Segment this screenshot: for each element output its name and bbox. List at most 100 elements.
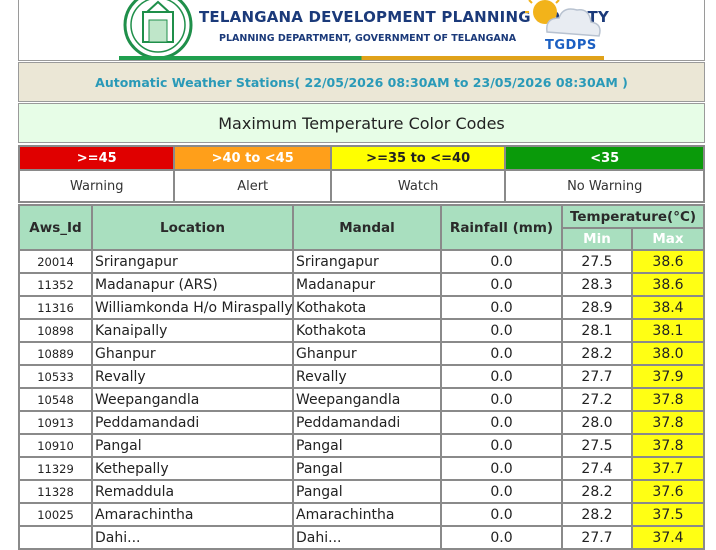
cell-min: 27.4 [561,456,633,481]
cell-min: 28.2 [561,341,633,366]
cell-mandal: Dahi... [292,525,442,550]
cell-max: 37.9 [630,364,706,389]
cell-location: Srirangapur [91,249,294,274]
cell-aws-id: 11316 [18,295,93,320]
legend-label-warning: Warning [17,169,176,203]
col-header-location: Location [91,204,294,251]
cell-aws-id: 10533 [18,364,93,389]
cell-rainfall: 0.0 [440,502,563,527]
cell-mandal: Pangal [292,479,442,504]
cell-location: Madanapur (ARS) [91,272,294,297]
table-row: 11352 Madanapur (ARS) Madanapur 0.0 28.3… [18,272,706,297]
cell-location: Williamkonda H/o Miraspally [91,295,294,320]
cell-mandal: Kothakota [292,318,442,343]
legend-range-no-warning: <35 [504,145,705,171]
cell-aws-id: 11352 [18,272,93,297]
col-header-min: Min [561,227,633,251]
table-row: 10910 Pangal Pangal 0.0 27.5 37.8 [18,433,706,458]
cell-mandal: Peddamandadi [292,410,442,435]
cell-max: 37.8 [630,387,706,412]
legend-range-alert: >40 to <45 [173,145,332,171]
cell-aws-id: 10898 [18,318,93,343]
cell-mandal: Pangal [292,433,442,458]
cell-location: Weepangandla [91,387,294,412]
cell-rainfall: 0.0 [440,272,563,297]
cell-location: Kethepally [91,456,294,481]
cell-max: 37.8 [630,410,706,435]
color-code-legend: >=45 >40 to <45 >=35 to <=40 <35 Warning… [17,145,705,203]
table-row: 11316 Williamkonda H/o Miraspally Kothak… [18,295,706,320]
cell-max: 37.5 [630,502,706,527]
legend-label-no-warning: No Warning [504,169,705,203]
cell-rainfall: 0.0 [440,318,563,343]
col-header-rainfall: Rainfall (mm) [440,204,563,251]
banner-underline [119,56,604,60]
cell-min: 28.2 [561,479,633,504]
cell-aws-id: 11329 [18,456,93,481]
table-row: 10913 Peddamandadi Peddamandadi 0.0 28.0… [18,410,706,435]
cell-location: Remaddula [91,479,294,504]
color-codes-title: Maximum Temperature Color Codes [18,103,705,143]
cell-mandal: Pangal [292,456,442,481]
cell-mandal: Amarachintha [292,502,442,527]
col-header-temperature: Temperature(°C) [560,204,706,229]
cell-max: 37.8 [630,433,706,458]
cell-aws-id: 10889 [18,341,93,366]
tgdps-logo-text: TGDPS [545,38,597,53]
cell-min: 28.0 [561,410,633,435]
col-header-max: Max [630,227,706,251]
table-row: 20014 Srirangapur Srirangapur 0.0 27.5 3… [18,249,706,274]
cell-max: 38.6 [630,272,706,297]
cell-max: 37.4 [630,525,706,550]
cell-rainfall: 0.0 [440,479,563,504]
cell-aws-id: 10025 [18,502,93,527]
cell-mandal: Kothakota [292,295,442,320]
cell-location: Peddamandadi [91,410,294,435]
cell-mandal: Revally [292,364,442,389]
cell-aws-id: 10548 [18,387,93,412]
cell-min: 28.1 [561,318,633,343]
cell-location: Revally [91,364,294,389]
cell-max: 37.6 [630,479,706,504]
table-row: 11329 Kethepally Pangal 0.0 27.4 37.7 [18,456,706,481]
cell-rainfall: 0.0 [440,249,563,274]
table-row: 10889 Ghanpur Ghanpur 0.0 28.2 38.0 [18,341,706,366]
legend-range-warning: >=45 [17,145,176,171]
header-banner: TELANGANA DEVELOPMENT PLANNING SOCIETY P… [18,0,705,61]
col-header-aws-id: Aws_Id [18,204,93,251]
cell-rainfall: 0.0 [440,456,563,481]
cell-rainfall: 0.0 [440,364,563,389]
cell-rainfall: 0.0 [440,410,563,435]
cell-min: 27.5 [561,249,633,274]
cell-mandal: Ghanpur [292,341,442,366]
cell-max: 37.7 [630,456,706,481]
table-row: Dahi... Dahi... 0.0 27.7 37.4 [18,525,706,550]
cell-min: 27.5 [561,433,633,458]
cell-max: 38.0 [630,341,706,366]
cell-min: 28.9 [561,295,633,320]
org-title: TELANGANA DEVELOPMENT PLANNING SOCIETY [199,8,610,26]
col-header-mandal: Mandal [292,204,442,251]
cell-aws-id: 10913 [18,410,93,435]
table-row: 11328 Remaddula Pangal 0.0 28.2 37.6 [18,479,706,504]
telangana-emblem-icon [123,0,193,60]
cell-max: 38.1 [630,318,706,343]
cell-aws-id: 11328 [18,479,93,504]
cell-mandal: Weepangandla [292,387,442,412]
cell-location: Pangal [91,433,294,458]
cell-rainfall: 0.0 [440,525,563,550]
cell-min: 28.2 [561,502,633,527]
cell-rainfall: 0.0 [440,295,563,320]
cell-rainfall: 0.0 [440,387,563,412]
cell-location: Kanaipally [91,318,294,343]
tgdps-logo-icon [525,0,601,37]
cell-location: Dahi... [91,525,294,550]
cell-location: Ghanpur [91,341,294,366]
table-row: 10548 Weepangandla Weepangandla 0.0 27.2… [18,387,706,412]
cell-min: 27.7 [561,364,633,389]
cell-aws-id: 10910 [18,433,93,458]
cell-min: 28.3 [561,272,633,297]
cell-aws-id [18,525,93,550]
legend-label-alert: Alert [173,169,332,203]
table-row: 10898 Kanaipally Kothakota 0.0 28.1 38.1 [18,318,706,343]
